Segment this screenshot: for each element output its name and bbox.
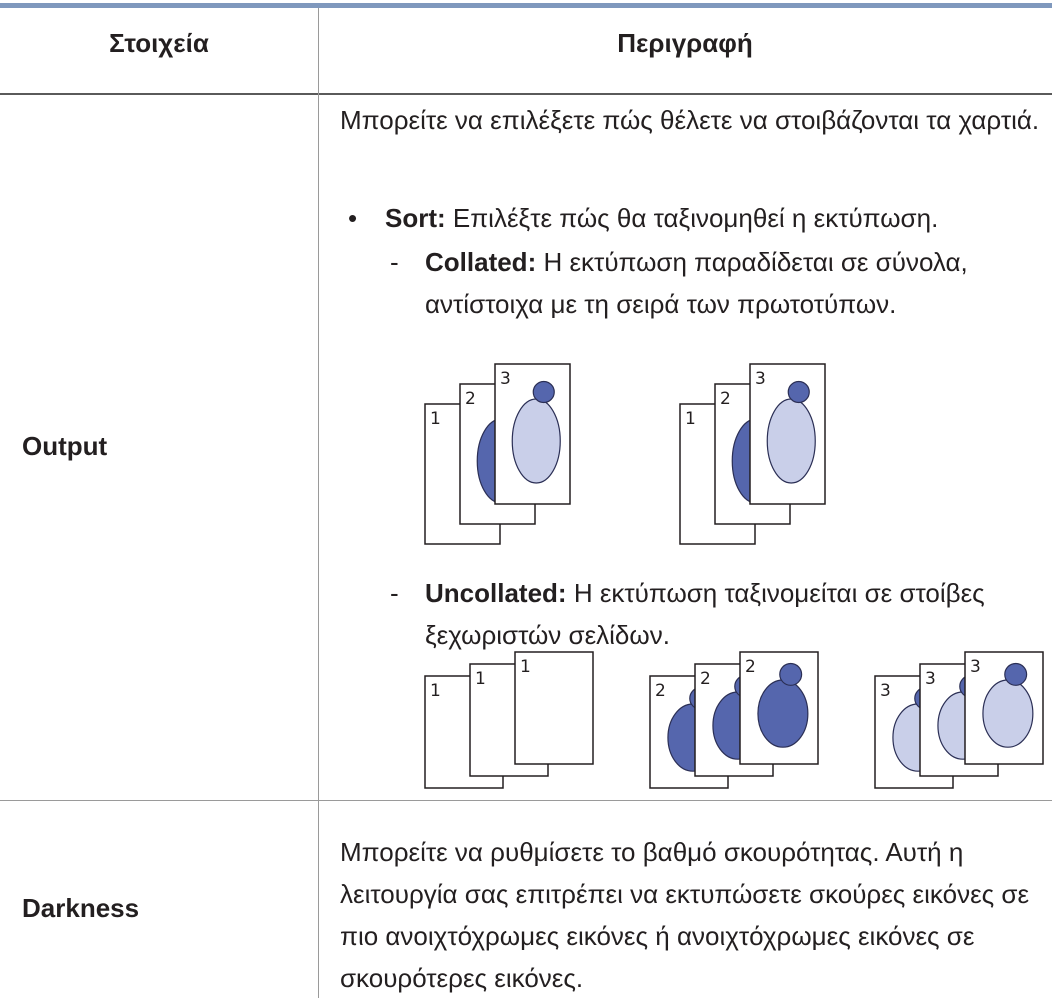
page-number: 2 [745, 657, 756, 677]
art [532, 380, 555, 404]
text: Η εκτύπωση ταξινομείται σε στοίβες ξεχωρ… [425, 578, 985, 650]
top-rule [0, 3, 1052, 8]
term: Collated: [425, 247, 537, 277]
art [787, 380, 810, 404]
item-label: Darkness [22, 893, 140, 923]
column-rule [318, 8, 319, 998]
term: Sort: [385, 203, 446, 233]
page-number: 3 [880, 681, 891, 701]
page-number: 1 [520, 657, 531, 677]
page-number: 2 [700, 669, 711, 689]
page-number: 1 [475, 669, 486, 689]
dash: - [390, 578, 399, 608]
page-number: 3 [925, 669, 936, 689]
text: Επιλέξτε πώς θα ταξινομηθεί η εκτύπωση. [452, 203, 939, 233]
header-cell: Περιγραφή [617, 28, 753, 58]
item-label: Output [22, 431, 108, 461]
dash: - [390, 247, 399, 277]
page-number: 3 [970, 657, 981, 677]
art [982, 679, 1034, 748]
art [757, 679, 809, 748]
page [514, 651, 594, 765]
art [779, 662, 803, 686]
page-number: 1 [430, 681, 441, 701]
bullet: • [348, 203, 358, 233]
description: Μπορείτε να επιλέξετε πώς θέλετε να στοι… [340, 105, 1040, 135]
art [511, 398, 561, 484]
header-rule [0, 93, 1052, 95]
subitem-text: Collated: Η εκτύπωση παραδίδεται σε σύνο… [425, 241, 1025, 325]
art [1004, 662, 1028, 686]
bullet-text: Sort: Επιλέξτε πώς θα ταξινομηθεί η εκτύ… [385, 197, 1045, 239]
page-number: 1 [685, 409, 696, 429]
page-number: 2 [720, 389, 731, 409]
page-number: 3 [500, 369, 511, 389]
page-number: 2 [655, 681, 666, 701]
text: Η εκτύπωση παραδίδεται σε σύνολα, αντίστ… [425, 247, 968, 319]
page-number: 2 [465, 389, 476, 409]
row-rule [0, 800, 1052, 801]
art [766, 398, 816, 484]
term: Uncollated: [425, 578, 567, 608]
page-number: 1 [430, 409, 441, 429]
subitem-text: Uncollated: Η εκτύπωση ταξινομείται σε σ… [425, 572, 1025, 656]
description: Μπορείτε να ρυθμίσετε το βαθμό σκουρότητ… [340, 837, 1030, 993]
header-cell: Στοιχεία [109, 28, 209, 58]
page-number: 3 [755, 369, 766, 389]
